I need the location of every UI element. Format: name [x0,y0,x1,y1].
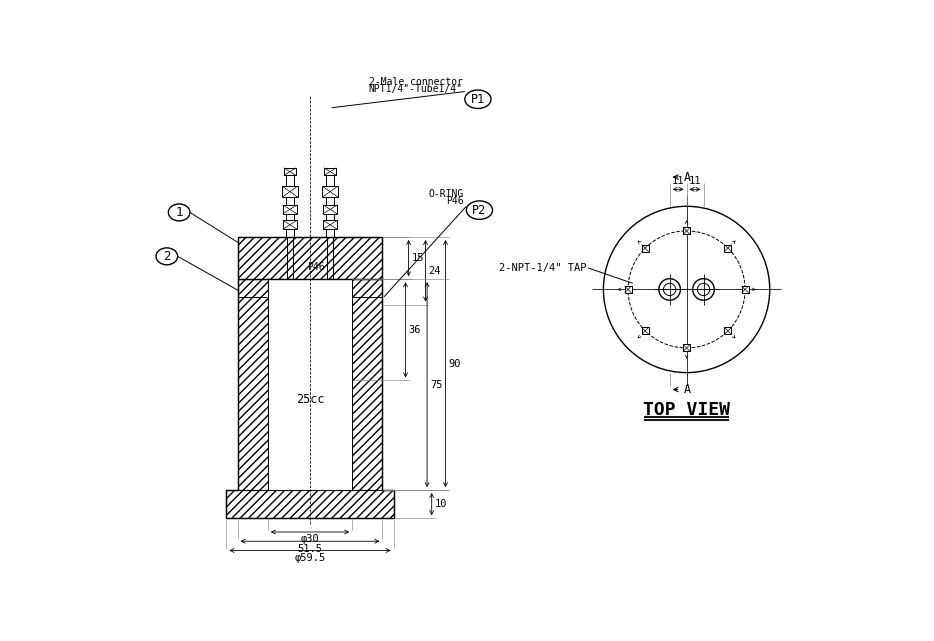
Polygon shape [268,279,352,490]
Polygon shape [284,168,296,176]
Polygon shape [326,214,334,220]
Text: 51.5: 51.5 [298,544,322,554]
Text: A: A [684,171,690,183]
Text: 11: 11 [672,176,685,187]
Text: 90: 90 [448,358,461,369]
Polygon shape [683,228,690,235]
Polygon shape [326,229,334,237]
Text: P46: P46 [307,262,325,272]
Text: P46: P46 [446,196,464,206]
Text: 2: 2 [163,250,171,263]
Text: 25cc: 25cc [296,394,324,406]
Polygon shape [642,328,648,335]
Polygon shape [683,344,690,351]
Polygon shape [286,214,294,220]
Polygon shape [323,220,337,229]
Text: φ30: φ30 [301,535,319,544]
Polygon shape [283,220,297,229]
Polygon shape [237,279,268,490]
Polygon shape [286,176,294,187]
Text: 2-Male connector: 2-Male connector [369,77,462,87]
Polygon shape [324,168,336,176]
Polygon shape [742,286,748,293]
Polygon shape [322,187,338,197]
Polygon shape [286,197,294,204]
Polygon shape [725,328,731,335]
Text: 2-NPT-1/4" TAP: 2-NPT-1/4" TAP [499,263,587,273]
Polygon shape [625,286,631,293]
Ellipse shape [168,204,190,221]
Polygon shape [323,204,337,214]
Polygon shape [237,237,382,279]
Ellipse shape [465,90,491,108]
Text: φ59.5: φ59.5 [294,553,326,563]
Text: TOP VIEW: TOP VIEW [644,401,730,419]
Text: 10: 10 [434,499,447,509]
Text: 24: 24 [429,266,441,276]
Polygon shape [642,245,648,251]
Polygon shape [286,229,294,237]
Ellipse shape [466,201,492,219]
Polygon shape [725,245,731,251]
Text: P2: P2 [473,204,487,217]
Ellipse shape [156,248,177,265]
Polygon shape [282,187,298,197]
Text: O-RING: O-RING [429,188,464,199]
Text: 11: 11 [688,176,701,187]
Text: 15: 15 [412,253,424,263]
Polygon shape [326,197,334,204]
Text: A: A [684,383,690,396]
Polygon shape [326,176,334,187]
Polygon shape [226,490,393,518]
Text: NPT1/4"-Tube1/4": NPT1/4"-Tube1/4" [369,84,462,94]
Text: 36: 36 [408,325,421,335]
Text: 75: 75 [431,379,443,390]
Polygon shape [283,204,297,214]
Text: P1: P1 [471,93,485,106]
Polygon shape [352,279,382,490]
Text: 1: 1 [176,206,183,219]
